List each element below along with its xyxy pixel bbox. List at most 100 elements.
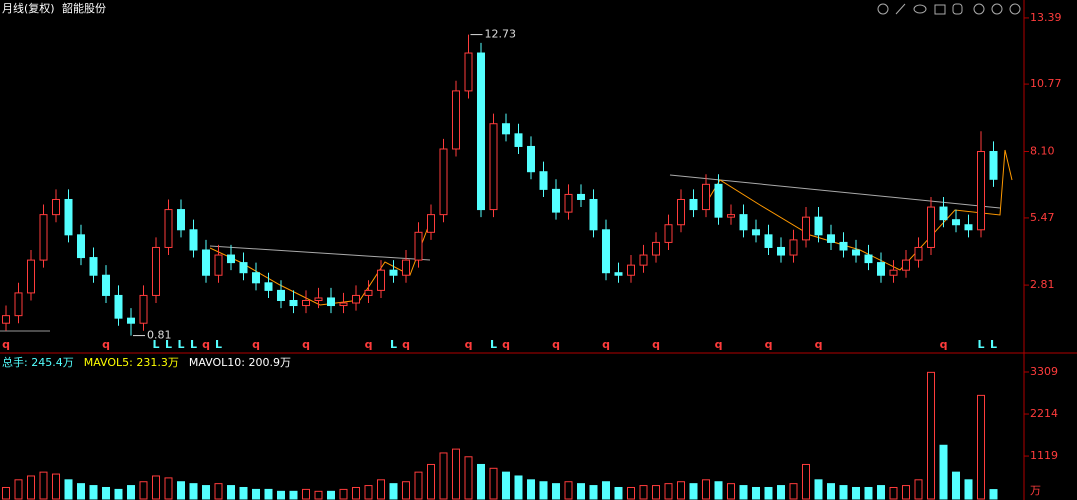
candle-body bbox=[564, 193, 573, 213]
candle-body bbox=[764, 234, 773, 248]
y-tick-label: 5.47 bbox=[1030, 211, 1055, 224]
volume-bar bbox=[252, 488, 260, 500]
volume-bar bbox=[577, 483, 585, 500]
candle-body bbox=[202, 249, 210, 276]
candle-body bbox=[77, 234, 85, 259]
candle-body bbox=[702, 183, 710, 211]
trend-line bbox=[669, 174, 1001, 209]
volume-bar bbox=[177, 481, 185, 500]
y-tick-label: 2214 bbox=[1030, 407, 1058, 420]
volume-bar bbox=[852, 486, 860, 500]
volume-bar bbox=[27, 475, 35, 500]
volume-bar bbox=[477, 463, 485, 500]
candle-body bbox=[314, 297, 323, 301]
candle-body bbox=[577, 193, 585, 200]
candle-body bbox=[389, 269, 398, 276]
y-tick-label: 2.81 bbox=[1030, 278, 1055, 291]
signal-marker: q bbox=[765, 338, 773, 351]
signal-marker: q bbox=[715, 338, 723, 351]
candle-body bbox=[352, 294, 360, 304]
volume-bar bbox=[389, 483, 398, 500]
toolbar bbox=[877, 3, 1021, 15]
trend-line bbox=[209, 245, 431, 261]
signal-marker: L bbox=[390, 338, 397, 351]
volume-bar bbox=[189, 483, 198, 500]
candle-body bbox=[927, 206, 935, 248]
signal-marker: q bbox=[465, 338, 473, 351]
volume-bar bbox=[2, 486, 10, 500]
candle-body bbox=[714, 183, 723, 218]
candle-body bbox=[477, 52, 485, 211]
volume-bar bbox=[239, 486, 248, 500]
volume-bar bbox=[289, 490, 298, 500]
signal-marker: L bbox=[165, 338, 172, 351]
volume-bar bbox=[114, 488, 123, 500]
signal-marker: L bbox=[152, 338, 159, 351]
signal-marker: L bbox=[490, 338, 497, 351]
candle-body bbox=[677, 198, 685, 226]
candle-body bbox=[14, 292, 23, 317]
tool-help[interactable] bbox=[973, 3, 985, 15]
candle-body bbox=[502, 123, 510, 135]
volume-bar bbox=[314, 490, 323, 500]
volume-bar bbox=[377, 479, 385, 500]
candle-body bbox=[2, 315, 10, 324]
tool-draw[interactable] bbox=[895, 3, 906, 15]
signal-marker: q bbox=[2, 338, 10, 351]
volume-bar bbox=[927, 371, 935, 500]
candle-body bbox=[189, 229, 198, 251]
candle-body bbox=[289, 299, 298, 307]
unit-label: 万 bbox=[1030, 484, 1041, 497]
volume-bar bbox=[327, 490, 335, 500]
candle-body bbox=[27, 259, 35, 294]
candle-body bbox=[939, 206, 948, 221]
candle-body bbox=[364, 289, 373, 296]
volume-bar bbox=[352, 486, 360, 500]
candle-body bbox=[264, 282, 273, 291]
volume-legend: 总手: 245.4万 bbox=[2, 355, 74, 369]
volume-bar bbox=[64, 479, 73, 500]
signal-marker: L bbox=[977, 338, 984, 351]
volume-bar bbox=[39, 471, 48, 500]
volume-bar bbox=[364, 485, 373, 500]
volume-bar bbox=[777, 485, 785, 500]
volume-bar bbox=[614, 486, 623, 500]
volume-bar bbox=[152, 475, 160, 500]
volume-bar bbox=[502, 471, 510, 500]
candle-body bbox=[889, 269, 898, 276]
candle-body bbox=[827, 234, 835, 243]
volume-bar bbox=[689, 483, 698, 500]
volume-bar bbox=[139, 481, 148, 500]
volume-bar bbox=[402, 481, 410, 500]
volume-bar bbox=[452, 448, 460, 500]
volume-bar bbox=[14, 479, 23, 500]
tool-view[interactable] bbox=[913, 4, 927, 14]
volume-bar bbox=[789, 483, 798, 500]
volume-bar bbox=[639, 485, 648, 500]
signal-marker: q bbox=[302, 338, 310, 351]
candle-body bbox=[64, 198, 73, 236]
max-label: 12.73 bbox=[485, 28, 517, 41]
signal-marker: q bbox=[402, 338, 410, 351]
candle-body bbox=[489, 123, 498, 211]
volume-bar bbox=[514, 475, 523, 500]
candle-body bbox=[127, 317, 135, 324]
signal-marker: L bbox=[177, 338, 184, 351]
candle-body bbox=[964, 224, 973, 231]
candle-body bbox=[639, 254, 648, 266]
tool-settings[interactable] bbox=[877, 3, 889, 15]
volume-bar bbox=[989, 489, 998, 500]
signal-marker: q bbox=[102, 338, 110, 351]
volume-bar bbox=[427, 463, 435, 500]
y-tick-label: 10.77 bbox=[1030, 77, 1062, 90]
candle-body bbox=[652, 241, 660, 256]
tool-hand[interactable] bbox=[952, 3, 963, 15]
candle-body bbox=[164, 209, 173, 248]
tool-zoom-out[interactable] bbox=[1009, 3, 1021, 15]
volume-bar bbox=[664, 483, 673, 500]
tool-zoom-in[interactable] bbox=[991, 3, 1003, 15]
volume-bar bbox=[702, 479, 710, 500]
signal-marker: L bbox=[190, 338, 197, 351]
candle-body bbox=[239, 262, 248, 274]
tool-delete[interactable] bbox=[934, 4, 946, 15]
